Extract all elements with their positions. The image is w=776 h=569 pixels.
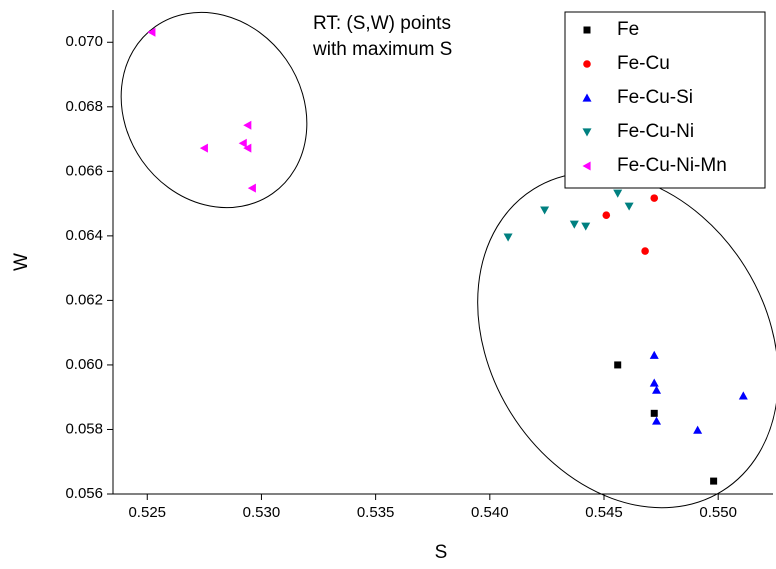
x-tick-label: 0.530 — [243, 504, 281, 521]
legend-label: Fe — [617, 19, 639, 40]
legend-marker — [582, 93, 592, 102]
legend-label: Fe-Cu-Ni-Mn — [617, 155, 727, 176]
point — [247, 183, 256, 193]
point — [652, 385, 662, 394]
point — [147, 27, 156, 37]
point — [738, 391, 748, 400]
point — [652, 416, 662, 425]
legend-marker — [582, 161, 591, 171]
point — [650, 409, 658, 417]
y-tick-label: 0.070 — [65, 33, 103, 50]
x-tick-label: 0.550 — [699, 504, 737, 521]
y-tick-label: 0.056 — [65, 485, 103, 502]
legend-marker — [582, 128, 592, 137]
legend-marker — [583, 60, 591, 68]
point — [650, 194, 659, 202]
point — [602, 211, 611, 220]
x-tick-label: 0.540 — [471, 504, 509, 521]
annotation: RT: (S,W) points — [313, 13, 451, 34]
point — [649, 378, 659, 387]
y-tick-label: 0.064 — [65, 227, 103, 244]
x-axis-label: S — [435, 542, 448, 563]
point — [581, 222, 591, 231]
cluster-outline — [477, 171, 776, 509]
legend-label: Fe-Cu-Si — [617, 87, 693, 108]
point — [624, 202, 634, 211]
y-tick-label: 0.058 — [65, 420, 103, 437]
x-tick-label: 0.535 — [357, 504, 395, 521]
x-tick-label: 0.545 — [585, 504, 623, 521]
legend-label: Fe-Cu-Ni — [617, 121, 694, 142]
y-tick-label: 0.066 — [65, 162, 103, 179]
point — [243, 120, 252, 130]
point — [238, 138, 247, 148]
point — [613, 189, 623, 198]
y-tick-label: 0.068 — [65, 98, 103, 115]
point — [199, 143, 208, 153]
cluster-outline — [120, 11, 308, 209]
legend-label: Fe-Cu — [617, 53, 670, 74]
y-axis-label: W — [11, 253, 32, 271]
point — [243, 143, 252, 153]
legend-marker — [583, 26, 591, 34]
point — [710, 477, 718, 485]
point — [641, 247, 649, 255]
point — [693, 425, 703, 434]
point — [649, 350, 659, 359]
point — [540, 206, 550, 215]
y-tick-label: 0.060 — [65, 356, 103, 373]
point — [503, 233, 513, 242]
legend-box — [564, 11, 766, 189]
x-tick-label: 0.525 — [128, 504, 166, 521]
point — [569, 220, 579, 229]
y-tick-label: 0.062 — [65, 291, 103, 308]
point — [614, 361, 622, 369]
annotation: with maximum S — [312, 39, 452, 60]
